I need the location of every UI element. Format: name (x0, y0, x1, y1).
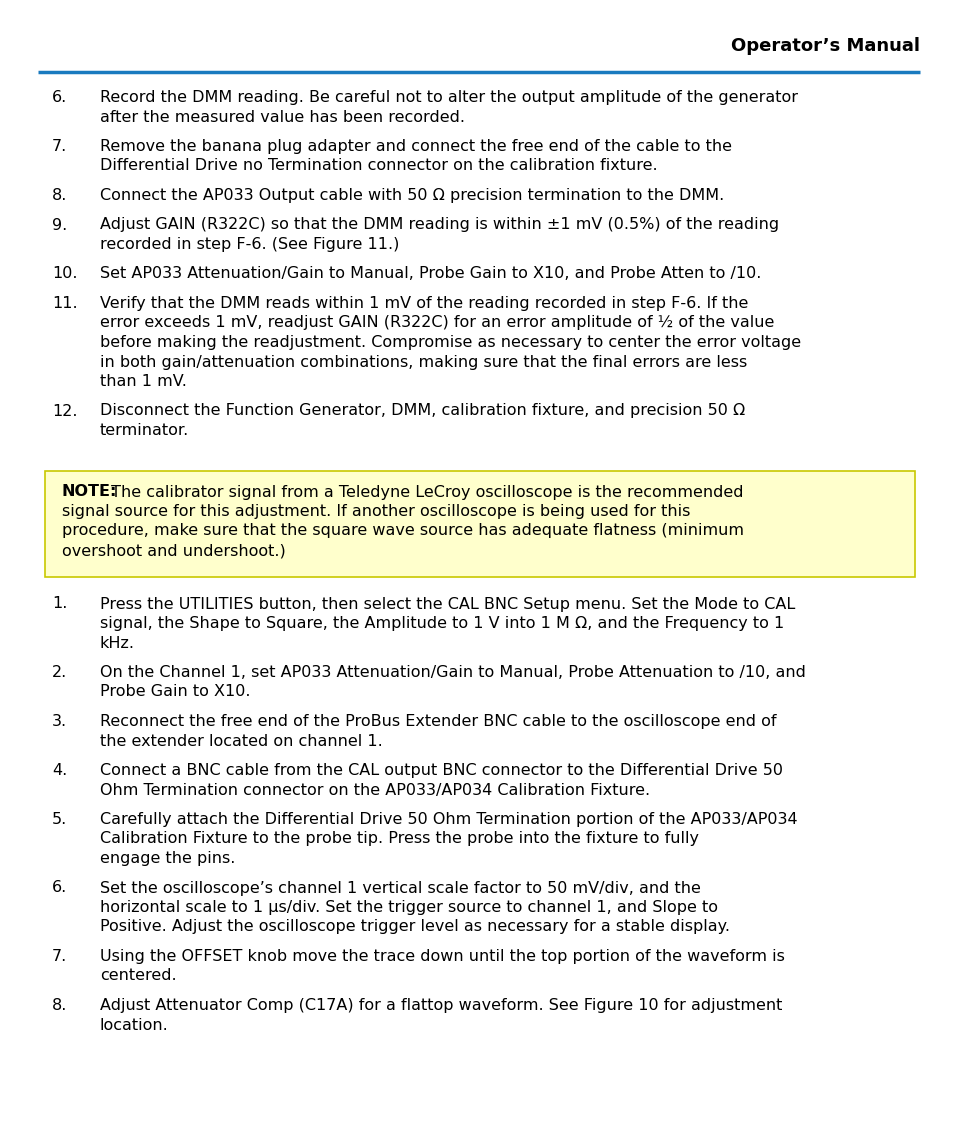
Text: 2.: 2. (52, 665, 67, 680)
Text: the extender located on channel 1.: the extender located on channel 1. (100, 734, 382, 749)
Text: 4.: 4. (52, 763, 67, 777)
Text: after the measured value has been recorded.: after the measured value has been record… (100, 110, 464, 125)
Text: 6.: 6. (52, 881, 67, 895)
Text: 3.: 3. (52, 714, 67, 729)
Text: Differential Drive no Termination connector on the calibration fixture.: Differential Drive no Termination connec… (100, 158, 657, 174)
Text: Press the UTILITIES button, then select the CAL BNC Setup menu. Set the Mode to : Press the UTILITIES button, then select … (100, 597, 795, 611)
Text: Remove the banana plug adapter and connect the free end of the cable to the: Remove the banana plug adapter and conne… (100, 139, 731, 153)
Text: overshoot and undershoot.): overshoot and undershoot.) (62, 543, 286, 558)
Text: 5.: 5. (52, 812, 67, 827)
Text: Set AP033 Attenuation/Gain to Manual, Probe Gain to X10, and Probe Atten to /10.: Set AP033 Attenuation/Gain to Manual, Pr… (100, 267, 760, 282)
Text: kHz.: kHz. (100, 635, 135, 650)
Text: Connect the AP033 Output cable with 50 Ω precision termination to the DMM.: Connect the AP033 Output cable with 50 Ω… (100, 188, 723, 203)
Text: engage the pins.: engage the pins. (100, 851, 235, 866)
Text: 8.: 8. (52, 188, 68, 203)
Text: NOTE:: NOTE: (62, 484, 117, 499)
Text: 8.: 8. (52, 998, 68, 1013)
Text: 10.: 10. (52, 267, 77, 282)
FancyBboxPatch shape (45, 471, 914, 576)
Text: error exceeds 1 mV, readjust GAIN (R322C) for an error amplitude of ½ of the val: error exceeds 1 mV, readjust GAIN (R322C… (100, 316, 774, 331)
Text: centered.: centered. (100, 969, 176, 984)
Text: signal source for this adjustment. If another oscilloscope is being used for thi: signal source for this adjustment. If an… (62, 504, 690, 519)
Text: 1.: 1. (52, 597, 68, 611)
Text: than 1 mV.: than 1 mV. (100, 374, 187, 389)
Text: in both gain/attenuation combinations, making sure that the final errors are les: in both gain/attenuation combinations, m… (100, 355, 746, 370)
Text: Using the OFFSET knob move the trace down until the top portion of the waveform : Using the OFFSET knob move the trace dow… (100, 949, 784, 964)
Text: On the Channel 1, set AP033 Attenuation/Gain to Manual, Probe Attenuation to /10: On the Channel 1, set AP033 Attenuation/… (100, 665, 805, 680)
Text: Probe Gain to X10.: Probe Gain to X10. (100, 685, 251, 700)
Text: Record the DMM reading. Be careful not to alter the output amplitude of the gene: Record the DMM reading. Be careful not t… (100, 90, 797, 105)
Text: signal, the Shape to Square, the Amplitude to 1 V into 1 M Ω, and the Frequency : signal, the Shape to Square, the Amplitu… (100, 616, 783, 631)
Text: Positive. Adjust the oscilloscope trigger level as necessary for a stable displa: Positive. Adjust the oscilloscope trigge… (100, 919, 729, 934)
Text: Set the oscilloscope’s channel 1 vertical scale factor to 50 mV/div, and the: Set the oscilloscope’s channel 1 vertica… (100, 881, 700, 895)
Text: Carefully attach the Differential Drive 50 Ohm Termination portion of the AP033/: Carefully attach the Differential Drive … (100, 812, 797, 827)
Text: recorded in step F-6. (See Figure 11.): recorded in step F-6. (See Figure 11.) (100, 237, 399, 252)
Text: 9.: 9. (52, 218, 67, 232)
Text: The calibrator signal from a Teledyne LeCroy oscilloscope is the recommended: The calibrator signal from a Teledyne Le… (106, 484, 742, 499)
Text: Calibration Fixture to the probe tip. Press the probe into the fixture to fully: Calibration Fixture to the probe tip. Pr… (100, 831, 699, 846)
Text: before making the readjustment. Compromise as necessary to center the error volt: before making the readjustment. Compromi… (100, 335, 801, 350)
Text: Ohm Termination connector on the AP033/AP034 Calibration Fixture.: Ohm Termination connector on the AP033/A… (100, 782, 649, 798)
Text: Adjust Attenuator Comp (C17A) for a flattop waveform. See Figure 10 for adjustme: Adjust Attenuator Comp (C17A) for a flat… (100, 998, 781, 1013)
Text: 7.: 7. (52, 949, 67, 964)
Text: 7.: 7. (52, 139, 67, 153)
Text: horizontal scale to 1 μs/div. Set the trigger source to channel 1, and Slope to: horizontal scale to 1 μs/div. Set the tr… (100, 900, 718, 915)
Text: 11.: 11. (52, 297, 77, 311)
Text: 6.: 6. (52, 90, 67, 105)
Text: terminator.: terminator. (100, 423, 189, 439)
Text: Verify that the DMM reads within 1 mV of the reading recorded in step F-6. If th: Verify that the DMM reads within 1 mV of… (100, 297, 747, 311)
Text: Connect a BNC cable from the CAL output BNC connector to the Differential Drive : Connect a BNC cable from the CAL output … (100, 763, 782, 777)
Text: Adjust GAIN (R322C) so that the DMM reading is within ±1 mV (0.5%) of the readin: Adjust GAIN (R322C) so that the DMM read… (100, 218, 779, 232)
Text: Disconnect the Function Generator, DMM, calibration fixture, and precision 50 Ω: Disconnect the Function Generator, DMM, … (100, 403, 744, 419)
Text: procedure, make sure that the square wave source has adequate flatness (minimum: procedure, make sure that the square wav… (62, 523, 743, 538)
Text: Operator’s Manual: Operator’s Manual (730, 37, 919, 55)
Text: 12.: 12. (52, 403, 77, 419)
Text: location.: location. (100, 1018, 169, 1033)
Text: Reconnect the free end of the ProBus Extender BNC cable to the oscilloscope end : Reconnect the free end of the ProBus Ext… (100, 714, 776, 729)
